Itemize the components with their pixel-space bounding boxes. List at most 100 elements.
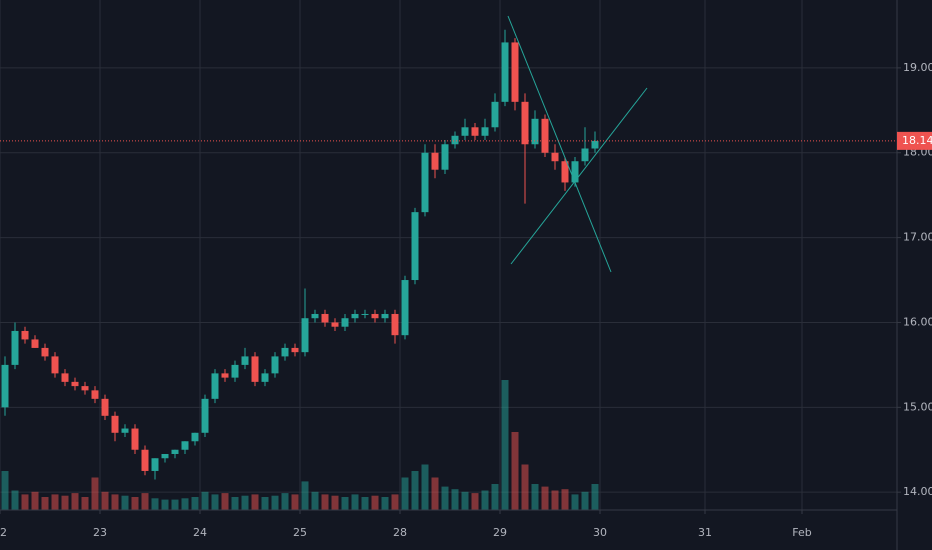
volume-bar	[331, 495, 339, 510]
volume-bar	[231, 497, 239, 510]
volume-bar	[1, 471, 9, 510]
candle-body	[151, 458, 159, 471]
volume-bar	[311, 491, 319, 510]
candle-body	[211, 373, 219, 399]
candle-body	[321, 313, 329, 323]
candle-body	[241, 356, 249, 365]
y-tick-label: 19.00	[903, 61, 932, 74]
candle-body	[561, 161, 569, 183]
candle-body	[21, 330, 29, 340]
volume-bar	[531, 484, 539, 510]
candle-body	[331, 322, 339, 327]
volume-bar	[501, 380, 509, 510]
volume-bar	[41, 497, 49, 510]
volume-bar	[371, 495, 379, 510]
x-tick-label: 31	[698, 526, 712, 539]
candle-body	[281, 347, 289, 357]
volume-bar	[471, 493, 479, 510]
candle-body	[51, 356, 59, 374]
candle-body	[1, 364, 9, 408]
candle-body	[61, 373, 69, 382]
volume-bar	[101, 491, 109, 510]
candle-body	[171, 449, 179, 454]
candle-body	[511, 42, 519, 102]
candle-body	[131, 428, 139, 450]
volume-bar	[91, 477, 99, 510]
volume-bar	[291, 494, 299, 510]
volume-bar	[161, 499, 169, 510]
last-price-badge	[897, 131, 932, 150]
volume-bar	[591, 484, 599, 510]
volume-bar	[51, 494, 59, 510]
candle-body	[191, 432, 199, 442]
volume-bar	[321, 494, 329, 510]
volume-bar	[251, 494, 259, 510]
volume-bar	[271, 495, 279, 510]
volume-bar	[151, 498, 159, 510]
x-tick-label: 22	[0, 526, 7, 539]
candle-body	[161, 453, 169, 459]
volume-bar	[381, 497, 389, 510]
candle-body	[341, 318, 349, 327]
candle-body	[521, 101, 529, 145]
candle-body	[451, 135, 459, 145]
candle-body	[471, 127, 479, 136]
candle-body	[551, 152, 559, 162]
volume-bar	[351, 494, 359, 510]
candle-layer	[1, 29, 599, 480]
last-price-label: 18.14	[902, 134, 932, 147]
candle-body	[101, 398, 109, 416]
volume-bar	[341, 497, 349, 510]
volume-bar	[411, 471, 419, 510]
volume-bar	[141, 493, 149, 510]
volume-bar	[111, 494, 119, 510]
volume-bar	[551, 490, 559, 510]
volume-bar	[301, 481, 309, 510]
candle-body	[81, 386, 89, 391]
x-tick-label: 29	[493, 526, 507, 539]
volume-bar	[431, 477, 439, 510]
volume-bar	[31, 491, 39, 510]
volume-bar	[391, 494, 399, 510]
volume-bar	[221, 493, 229, 510]
candle-body	[251, 356, 259, 382]
candle-body	[591, 140, 599, 149]
volume-bar	[581, 491, 589, 510]
candle-body	[501, 42, 509, 102]
volume-bar	[181, 498, 189, 510]
volume-bar	[421, 464, 429, 510]
volume-bar	[211, 494, 219, 510]
candle-body	[541, 118, 549, 153]
candle-body	[481, 127, 489, 136]
volume-bar	[281, 493, 289, 510]
candle-body	[571, 161, 579, 183]
x-tick-label: 25	[293, 526, 307, 539]
volume-bar	[201, 491, 209, 510]
y-tick-label: 16.00	[903, 315, 932, 328]
volume-bar	[441, 486, 449, 510]
candle-body	[261, 373, 269, 382]
volume-layer	[1, 380, 599, 510]
volume-bar	[571, 494, 579, 510]
volume-bar	[11, 490, 19, 510]
candle-body	[581, 148, 589, 162]
candle-body	[381, 313, 389, 319]
volume-bar	[521, 464, 529, 510]
axes: 14.0015.0016.0017.0018.0019.002223242528…	[0, 61, 932, 539]
candle-body	[181, 441, 189, 450]
candle-body	[361, 313, 369, 315]
volume-bar	[21, 494, 29, 510]
volume-bar	[401, 477, 409, 510]
candle-body	[371, 313, 379, 319]
volume-bar	[491, 484, 499, 510]
candle-body	[531, 118, 539, 145]
candle-body	[411, 212, 419, 281]
candle-body	[111, 415, 119, 433]
candle-body	[221, 373, 229, 378]
candle-body	[231, 364, 239, 378]
volume-bar	[511, 432, 519, 510]
volume-bar	[241, 495, 249, 510]
candle-body	[201, 398, 209, 433]
